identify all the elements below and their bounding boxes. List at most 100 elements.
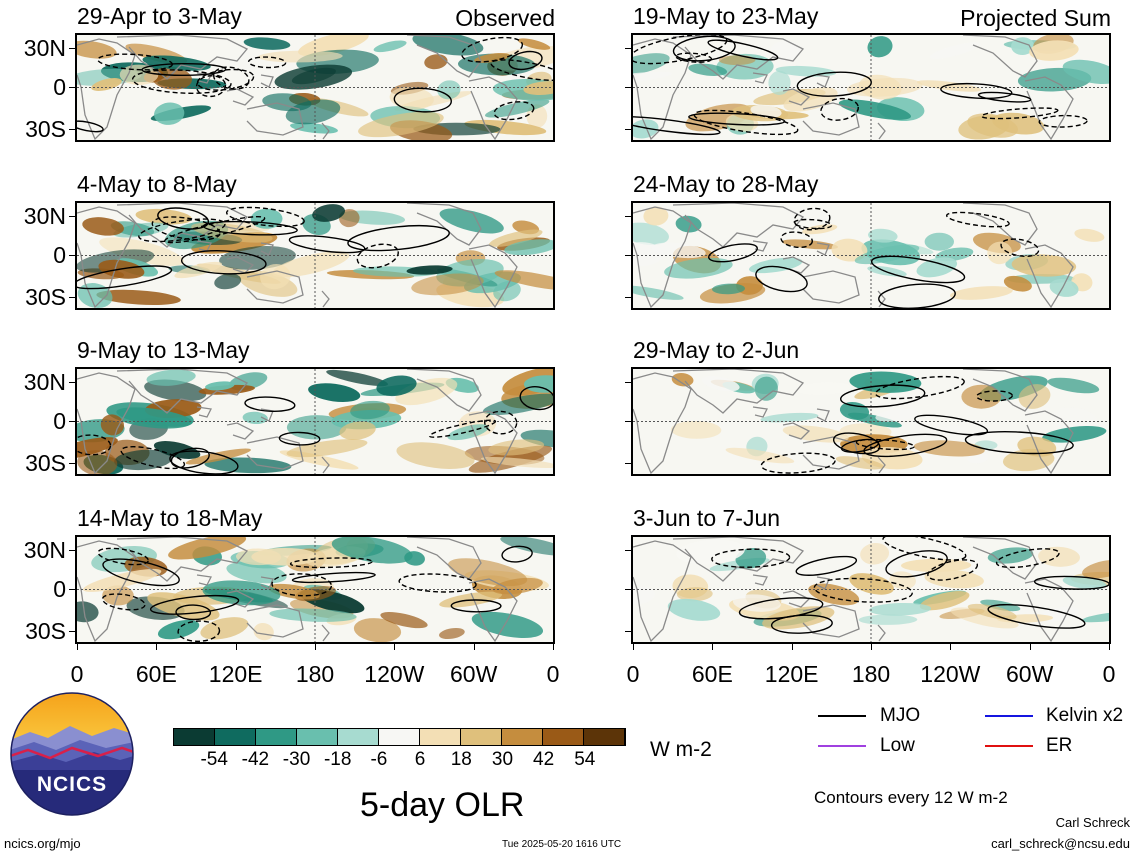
olr-anomaly-shading <box>376 375 417 397</box>
olr-anomaly-shading <box>153 441 201 459</box>
y-tick-mark <box>69 216 75 217</box>
footer-email[interactable]: carl_schreck@ncsu.edu <box>991 836 1130 851</box>
logo-text: NCICS <box>37 773 107 796</box>
olr-anomaly-shading <box>754 376 778 401</box>
x-tick-label: 120W <box>364 661 425 687</box>
olr-anomaly-shading <box>875 408 919 422</box>
coastline <box>260 408 274 422</box>
olr-anomaly-shading <box>858 614 918 625</box>
olr-map-panel <box>75 367 555 476</box>
x-tick-mark <box>712 644 714 650</box>
mjo-contour <box>707 39 779 61</box>
olr-anomaly-shading <box>849 371 922 393</box>
olr-anomaly-shading <box>950 286 1013 300</box>
olr-anomaly-shading <box>664 257 733 279</box>
olr-anomaly-shading <box>243 37 291 50</box>
x-tick-mark <box>553 644 554 650</box>
coastline <box>77 206 136 308</box>
olr-map-panel <box>75 201 555 310</box>
mjo-contour <box>981 107 1059 120</box>
olr-anomaly-shading <box>967 603 1017 620</box>
y-tick-mark <box>69 421 75 422</box>
coastline <box>468 76 518 140</box>
olr-anomaly-shading <box>77 450 118 474</box>
y-tick-mark <box>69 589 75 590</box>
y-tick-mark <box>625 48 631 49</box>
olr-anomaly-shading <box>1074 228 1105 242</box>
colorbar-cell <box>584 729 625 745</box>
coastline <box>672 35 805 80</box>
mjo-contour <box>755 265 808 293</box>
x-tick-mark <box>77 644 78 650</box>
olr-anomaly-shading <box>958 115 1010 140</box>
footer-url[interactable]: ncics.org/mjo <box>4 836 81 851</box>
panel-title: 3-Jun to 7-Jun <box>633 505 781 531</box>
coastline <box>321 456 330 474</box>
legend-label-mjo: MJO <box>880 705 921 726</box>
olr-anomaly-shading <box>916 257 958 278</box>
olr-anomaly-shading <box>100 414 125 436</box>
mjo-contour <box>914 414 989 436</box>
mjo-contour <box>1033 575 1109 590</box>
olr-anomaly-shading <box>796 382 852 395</box>
coastline <box>672 537 805 582</box>
mjo-contour <box>882 537 967 561</box>
coastline <box>962 203 1038 246</box>
coastline <box>260 74 274 88</box>
colorbar-label: 54 <box>574 749 596 770</box>
olr-anomaly-shading <box>913 440 985 457</box>
mjo-contour <box>120 446 186 470</box>
coastline <box>752 72 768 84</box>
mjo-contour <box>175 604 212 621</box>
y-tick-mark <box>69 297 75 298</box>
olr-anomaly-shading <box>274 64 353 90</box>
olr-anomaly-shading <box>406 265 453 275</box>
legend-line-er <box>985 745 1033 747</box>
mjo-contour <box>870 255 966 284</box>
coastline <box>1024 76 1074 140</box>
olr-anomaly-shading <box>1029 40 1079 61</box>
olr-anomaly-shading <box>77 437 118 460</box>
mjo-contour <box>501 545 533 563</box>
mjo-contour <box>493 101 535 121</box>
y-tick-mark <box>69 255 75 256</box>
mjo-contour <box>271 573 333 597</box>
panel-title: 29-Apr to 3-May <box>77 3 242 29</box>
mjo-contour <box>177 620 221 642</box>
mjo-contour <box>964 431 1074 455</box>
y-tick-mark <box>69 463 75 464</box>
coastline <box>468 410 518 474</box>
olr-anomaly-shading <box>858 74 902 100</box>
coastline <box>752 574 768 586</box>
olr-anomaly-shading <box>835 456 884 470</box>
mjo-contour <box>874 375 965 400</box>
olr-anomaly-shading <box>701 376 740 392</box>
coastline <box>321 290 330 308</box>
mjo-contour <box>169 450 239 474</box>
olr-anomaly-shading <box>260 264 291 290</box>
contour-note: Contours every 12 W m-2 <box>814 788 1008 807</box>
coastline <box>116 537 249 582</box>
coastline <box>406 537 482 580</box>
olr-anomaly-shading <box>725 447 795 464</box>
x-tick-label: 60E <box>691 661 733 687</box>
mjo-contour <box>97 53 174 71</box>
olr-anomaly-shading <box>447 558 528 587</box>
olr-anomaly-shading <box>286 439 368 458</box>
column-label-projected: Projected Sum <box>960 5 1111 31</box>
olr-anomaly-shading <box>395 377 458 406</box>
olr-anomaly-shading <box>236 548 282 566</box>
olr-anomaly-shading <box>523 81 553 96</box>
olr-anomaly-shading <box>783 87 838 112</box>
olr-anomaly-shading <box>676 587 713 602</box>
mjo-contour <box>976 390 1013 402</box>
panel-title: 19-May to 23-May <box>633 3 819 29</box>
footer-timestamp: Tue 2025-05-20 1616 UTC <box>502 839 622 850</box>
olr-anomaly-shading <box>1062 59 1109 85</box>
coastline <box>196 240 212 252</box>
coastline <box>877 290 886 308</box>
olr-anomaly-shading <box>1047 377 1100 394</box>
olr-anomaly-shading <box>671 373 694 387</box>
y-tick-mark <box>625 550 631 551</box>
colorbar-cell <box>256 729 297 745</box>
